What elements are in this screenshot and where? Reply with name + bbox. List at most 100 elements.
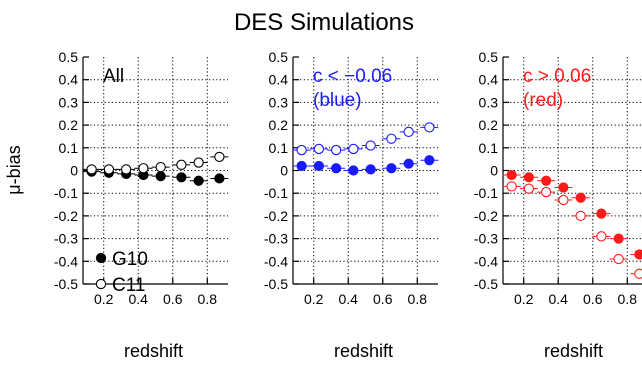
data-point-filled xyxy=(634,249,642,260)
y-axis-title: μ-bias xyxy=(4,145,24,194)
data-point-filled xyxy=(613,233,624,244)
series-c11 xyxy=(502,181,642,279)
data-point-filled xyxy=(596,208,607,219)
x-tick-label: 0.2 xyxy=(94,291,114,307)
data-point-open xyxy=(331,144,342,156)
x-tick-label: 0.4 xyxy=(129,291,149,307)
y-tick-label: 0 xyxy=(70,163,78,179)
x-tick-label: 0.8 xyxy=(618,291,638,307)
x-tick-label: 0.6 xyxy=(373,291,393,307)
y-tick-label: -0.3 xyxy=(54,231,78,247)
data-point-open xyxy=(424,122,435,133)
data-point-open xyxy=(386,133,397,144)
data-point-open xyxy=(365,140,376,151)
series-c11 xyxy=(292,122,439,156)
panel-1: 0.5 0.4 0.3 0.2 0.1 0 -0.1 -0.2 -0.3 -0.4 -0.5 0.2 0… xyxy=(54,49,229,361)
panel-3: 0.5 0.4 0.3 0.2 0.1 0 -0.1 -0.2 -0.3 -0.4 -0.5 0.2 0… xyxy=(474,49,642,361)
y-tick-label: 0.3 xyxy=(269,94,289,110)
y-tick-label: 0.4 xyxy=(479,72,499,88)
data-point-filled xyxy=(296,160,307,172)
panel-label: (red) xyxy=(523,90,563,111)
y-tick-label: -0.4 xyxy=(54,253,78,269)
legend-label-c11: C11 xyxy=(112,275,145,296)
data-point-filled xyxy=(506,169,517,181)
x-axis-title: redshift xyxy=(544,341,603,361)
data-point-filled xyxy=(176,172,187,183)
data-point-filled xyxy=(193,175,204,186)
series-c11 xyxy=(82,151,229,175)
x-tick-label: 0.2 xyxy=(514,291,534,307)
y-tick-label: -0.5 xyxy=(474,276,498,292)
y-tick-label: 0.2 xyxy=(269,117,289,133)
data-point-open xyxy=(103,164,115,175)
data-point-filled xyxy=(386,163,397,174)
series-g10 xyxy=(502,169,642,260)
y-tick-label: -0.4 xyxy=(264,253,288,269)
panel-label: c > 0.06 xyxy=(523,66,591,87)
x-tick-label: 0.2 xyxy=(304,291,324,307)
x-tick-label: 0.4 xyxy=(549,291,569,307)
data-point-open xyxy=(541,186,552,198)
data-point-open xyxy=(613,253,624,265)
data-point-open xyxy=(558,194,569,206)
y-tick-label: -0.3 xyxy=(474,231,498,247)
data-point-filled xyxy=(424,155,435,166)
x-tick-label: 0.8 xyxy=(408,291,428,307)
panel-label: (blue) xyxy=(313,90,362,111)
data-point-filled xyxy=(365,164,376,175)
y-tick-label: 0.3 xyxy=(59,94,79,110)
series-g10 xyxy=(292,155,439,176)
data-point-open xyxy=(86,164,97,175)
legend-marker-open xyxy=(95,278,107,290)
data-point-filled xyxy=(523,172,534,183)
y-tick-label: 0.1 xyxy=(59,140,79,156)
gridlines xyxy=(293,57,438,284)
x-tick-label: 0.6 xyxy=(583,291,603,307)
x-tick-label: 0.8 xyxy=(198,291,218,307)
data-point-open xyxy=(121,164,132,175)
data-point-open xyxy=(403,126,414,138)
y-tick-label: -0.1 xyxy=(264,185,288,201)
legend-label-g10: G10 xyxy=(112,249,148,270)
x-tick-label: 0.4 xyxy=(339,291,359,307)
data-point-open xyxy=(348,143,359,155)
panel-label: All xyxy=(103,66,124,87)
data-point-open xyxy=(214,151,225,163)
panels: 0.5 0.4 0.3 0.2 0.1 0 -0.1 -0.2 -0.3 -0.4 -0.5 0.2 0… xyxy=(54,49,642,361)
panel-2: 0.5 0.4 0.3 0.2 0.1 0 -0.1 -0.2 -0.3 -0.4 -0.5 0.2 0… xyxy=(264,49,439,361)
y-tick-label: 0.4 xyxy=(269,72,289,88)
y-tick-label: 0.1 xyxy=(479,140,499,156)
data-point-open xyxy=(193,157,204,168)
y-tick-label: -0.5 xyxy=(264,276,288,292)
data-point-open xyxy=(155,161,166,173)
y-tick-label: 0.5 xyxy=(479,49,499,65)
y-tick-label: 0.3 xyxy=(479,94,499,110)
y-tick-label: -0.4 xyxy=(474,253,498,269)
data-point-open xyxy=(634,268,642,279)
figure-title: DES Simulations xyxy=(234,9,414,36)
y-tick-label: 0.1 xyxy=(269,140,289,156)
panel-label: c < −0.06 xyxy=(313,66,392,87)
y-tick-label: -0.2 xyxy=(54,208,78,224)
data-point-filled xyxy=(313,160,324,172)
data-point-filled xyxy=(155,171,166,182)
data-point-filled xyxy=(403,158,414,169)
y-tick-label: 0.2 xyxy=(59,117,79,133)
data-point-open xyxy=(176,159,187,170)
y-tick-label: -0.3 xyxy=(264,231,288,247)
data-point-open xyxy=(296,144,307,156)
data-point-open xyxy=(596,231,607,242)
data-point-open xyxy=(313,143,325,155)
data-point-filled xyxy=(558,182,569,193)
data-point-open xyxy=(506,181,517,192)
data-point-filled xyxy=(575,192,586,203)
data-point-filled xyxy=(541,175,552,186)
y-tick-label: 0.5 xyxy=(269,49,289,65)
y-tick-label: 0 xyxy=(280,163,288,179)
y-tick-label: -0.1 xyxy=(474,185,498,201)
x-axis-title: redshift xyxy=(334,341,393,361)
data-point-open xyxy=(523,183,535,194)
y-tick-label: -0.5 xyxy=(54,276,78,292)
